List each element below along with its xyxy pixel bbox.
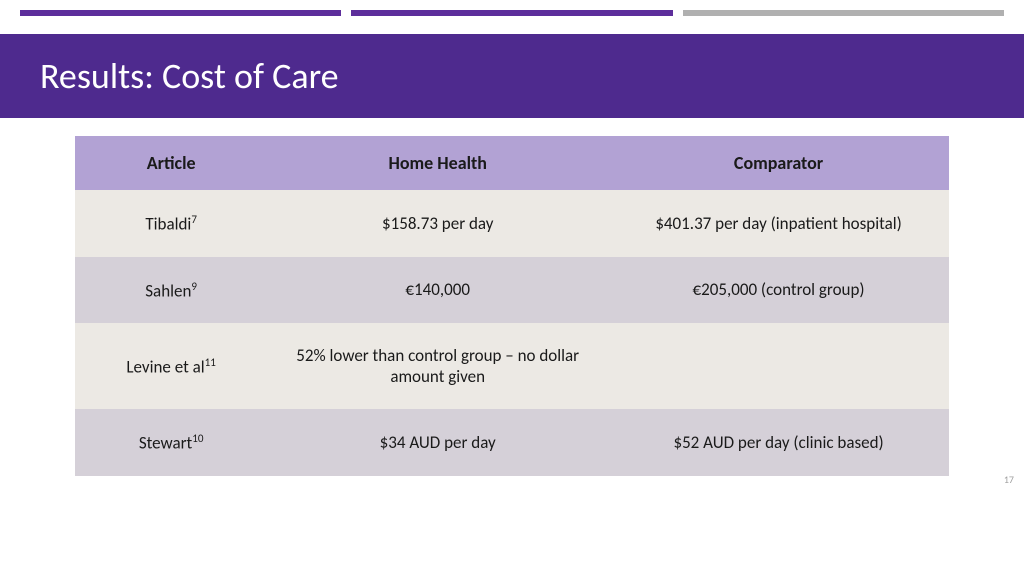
home-health-cell: $34 AUD per day: [267, 409, 608, 476]
home-health-cell: $158.73 per day: [267, 190, 608, 257]
home-health-cell: €140,000: [267, 257, 608, 324]
article-cell: Tibaldi7: [75, 190, 267, 257]
accent-bar-1: [20, 10, 341, 16]
accent-bar-3: [683, 10, 1004, 16]
cost-table-container: ArticleHome HealthComparator Tibaldi7$15…: [75, 136, 949, 476]
table-row: Tibaldi7$158.73 per day$401.37 per day (…: [75, 190, 949, 257]
column-header: Article: [75, 136, 267, 190]
comparator-cell: [608, 323, 949, 409]
article-cell: Levine et al11: [75, 323, 267, 409]
comparator-cell: $401.37 per day (inpatient hospital): [608, 190, 949, 257]
title-bar: Results: Cost of Care: [0, 34, 1024, 118]
cost-table: ArticleHome HealthComparator Tibaldi7$15…: [75, 136, 949, 476]
column-header: Home Health: [267, 136, 608, 190]
table-row: Levine et al1152% lower than control gro…: [75, 323, 949, 409]
page-number: 17: [1004, 473, 1014, 486]
table-row: Sahlen9€140,000€205,000 (control group): [75, 257, 949, 324]
accent-bar-2: [351, 10, 672, 16]
page-title: Results: Cost of Care: [40, 54, 984, 98]
comparator-cell: €205,000 (control group): [608, 257, 949, 324]
column-header: Comparator: [608, 136, 949, 190]
article-cell: Sahlen9: [75, 257, 267, 324]
home-health-cell: 52% lower than control group – no dollar…: [267, 323, 608, 409]
accent-bars: [0, 0, 1024, 16]
article-cell: Stewart10: [75, 409, 267, 476]
table-row: Stewart10$34 AUD per day$52 AUD per day …: [75, 409, 949, 476]
table-header: ArticleHome HealthComparator: [75, 136, 949, 190]
table-body: Tibaldi7$158.73 per day$401.37 per day (…: [75, 190, 949, 476]
comparator-cell: $52 AUD per day (clinic based): [608, 409, 949, 476]
